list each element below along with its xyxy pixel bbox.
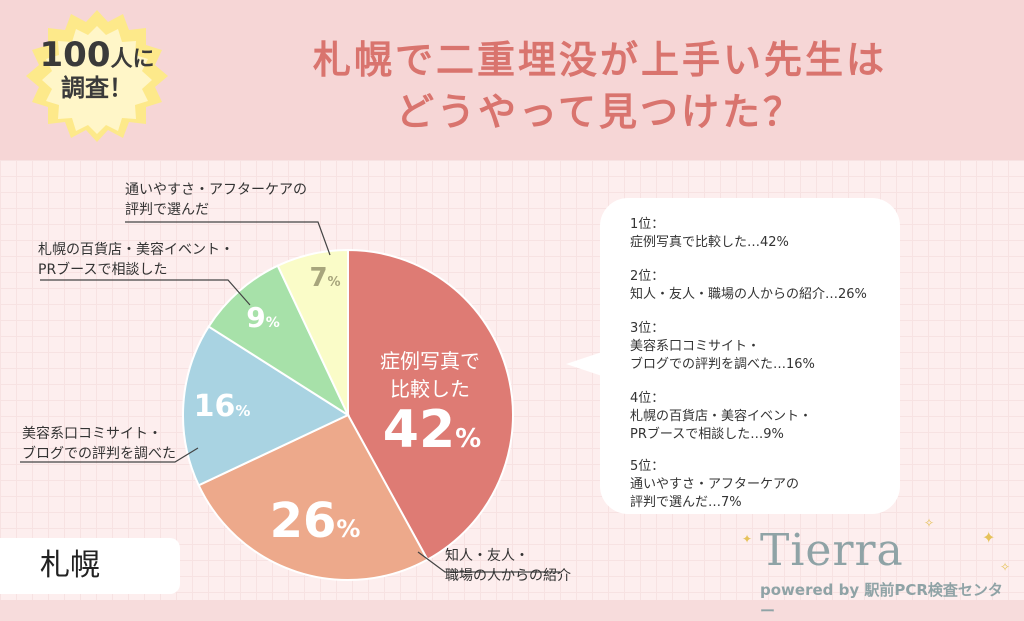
pie-value-label-2: 26% <box>270 493 361 549</box>
survey-badge: 100人に 調査！ <box>22 8 172 148</box>
rank-4-text: 札幌の百貨店・美容イベント・ <box>630 409 813 424</box>
badge-caption: 調査！ <box>61 74 133 103</box>
callout-5: 通いやすさ・アフターケアの 評判で選んだ <box>125 180 307 220</box>
sparkle-icon: ✦ <box>982 528 996 547</box>
title-line-1: 札幌で二重埋没が上手い先生は <box>312 38 887 82</box>
callout-leader-line-3 <box>20 447 199 463</box>
callout-3-line2: ブログでの評判を調べた <box>22 446 176 462</box>
callout-2-line2: 職場の人からの紹介 <box>445 568 571 584</box>
logo-wordmark: Tierra <box>760 525 904 576</box>
rank-3-text: 美容系口コミサイト・ <box>630 339 761 354</box>
callout-4-line1: 札幌の百貨店・美容イベント・ <box>38 242 234 258</box>
rank-1: 1位： 症例写真で比較した…42% <box>630 216 890 252</box>
sparkle-icon: ✦ <box>742 532 753 546</box>
footer-strip <box>0 600 1024 617</box>
pie-slice-2 <box>197 413 429 581</box>
callout-leader-line-4 <box>40 279 251 306</box>
header-band <box>0 0 1024 160</box>
pie-slice-1-caption-line2: 比較した <box>390 377 470 401</box>
pie-slice-3 <box>182 325 351 487</box>
rank-2: 2位： 知人・友人・職場の人からの紹介…26% <box>630 268 890 304</box>
rank-3: 3位： 美容系口コミサイト・ ブログでの評判を調べた…16% <box>630 320 890 374</box>
pie-value-label-5: 7% <box>309 263 340 293</box>
callout-5-line2: 評判で選んだ <box>125 202 209 218</box>
sparkle-icon: ✧ <box>924 516 935 530</box>
callout-2-line1: 知人・友人・ <box>445 548 529 564</box>
callout-leader-line-2 <box>417 551 560 573</box>
rank-4-text2: PRブースで相談した…9% <box>630 427 784 442</box>
pie-value-label-4: 9% <box>246 301 280 334</box>
callout-4: 札幌の百貨店・美容イベント・ PRブースで相談した <box>38 240 234 280</box>
callout-3-line1: 美容系口コミサイト・ <box>22 426 162 442</box>
rank-4: 4位： 札幌の百貨店・美容イベント・ PRブースで相談した…9% <box>630 390 890 444</box>
pie-value-label-3: 16% <box>194 389 251 424</box>
rank-4-label: 4位： <box>630 391 665 406</box>
pie-slice-4 <box>207 264 351 418</box>
badge-burst-icon <box>26 10 168 142</box>
rank-5: 5位： 通いやすさ・アフターケアの 評判で選んだ…7% <box>630 458 890 512</box>
page-title: 札幌で二重埋没が上手い先生は どうやって見つけた？ <box>190 34 1010 138</box>
callout-4-line2: PRブースで相談した <box>38 262 168 278</box>
title-line-2: どうやって見つけた？ <box>395 90 805 134</box>
pie-slice-1 <box>347 248 514 561</box>
bubble-tail <box>566 352 602 376</box>
logo-tagline: powered by 駅前PCR検査センター <box>760 581 1003 620</box>
rank-1-label: 1位： <box>630 217 665 232</box>
badge-number: 100 <box>39 35 111 75</box>
tierra-logo: Tierra powered by 駅前PCR検査センター <box>760 525 1010 620</box>
region-label: 札幌 <box>0 538 180 594</box>
rank-1-text: 症例写真で比較した…42% <box>630 235 789 250</box>
rank-5-text: 通いやすさ・アフターケアの <box>630 477 800 492</box>
ranking-bubble <box>600 198 900 514</box>
rank-5-label: 5位： <box>630 459 665 474</box>
callout-5-line1: 通いやすさ・アフターケアの <box>125 182 307 198</box>
pie-value-label-1: 42% <box>383 400 481 460</box>
pie-slice-1-caption-line1: 症例写真で <box>380 349 480 373</box>
badge-number-suffix: 人に <box>110 47 155 72</box>
rank-2-text: 知人・友人・職場の人からの紹介…26% <box>630 287 867 302</box>
rank-3-label: 3位： <box>630 321 665 336</box>
callout-leader-line-5 <box>125 221 331 256</box>
rank-5-text2: 評判で選んだ…7% <box>630 495 742 510</box>
rank-2-label: 2位： <box>630 269 665 284</box>
pie-slice-5 <box>276 248 349 416</box>
callout-3: 美容系口コミサイト・ ブログでの評判を調べた <box>22 424 176 464</box>
sparkle-icon: ✧ <box>1000 560 1011 574</box>
rank-3-text2: ブログでの評判を調べた…16% <box>630 357 815 372</box>
callout-2: 知人・友人・ 職場の人からの紹介 <box>445 546 571 586</box>
